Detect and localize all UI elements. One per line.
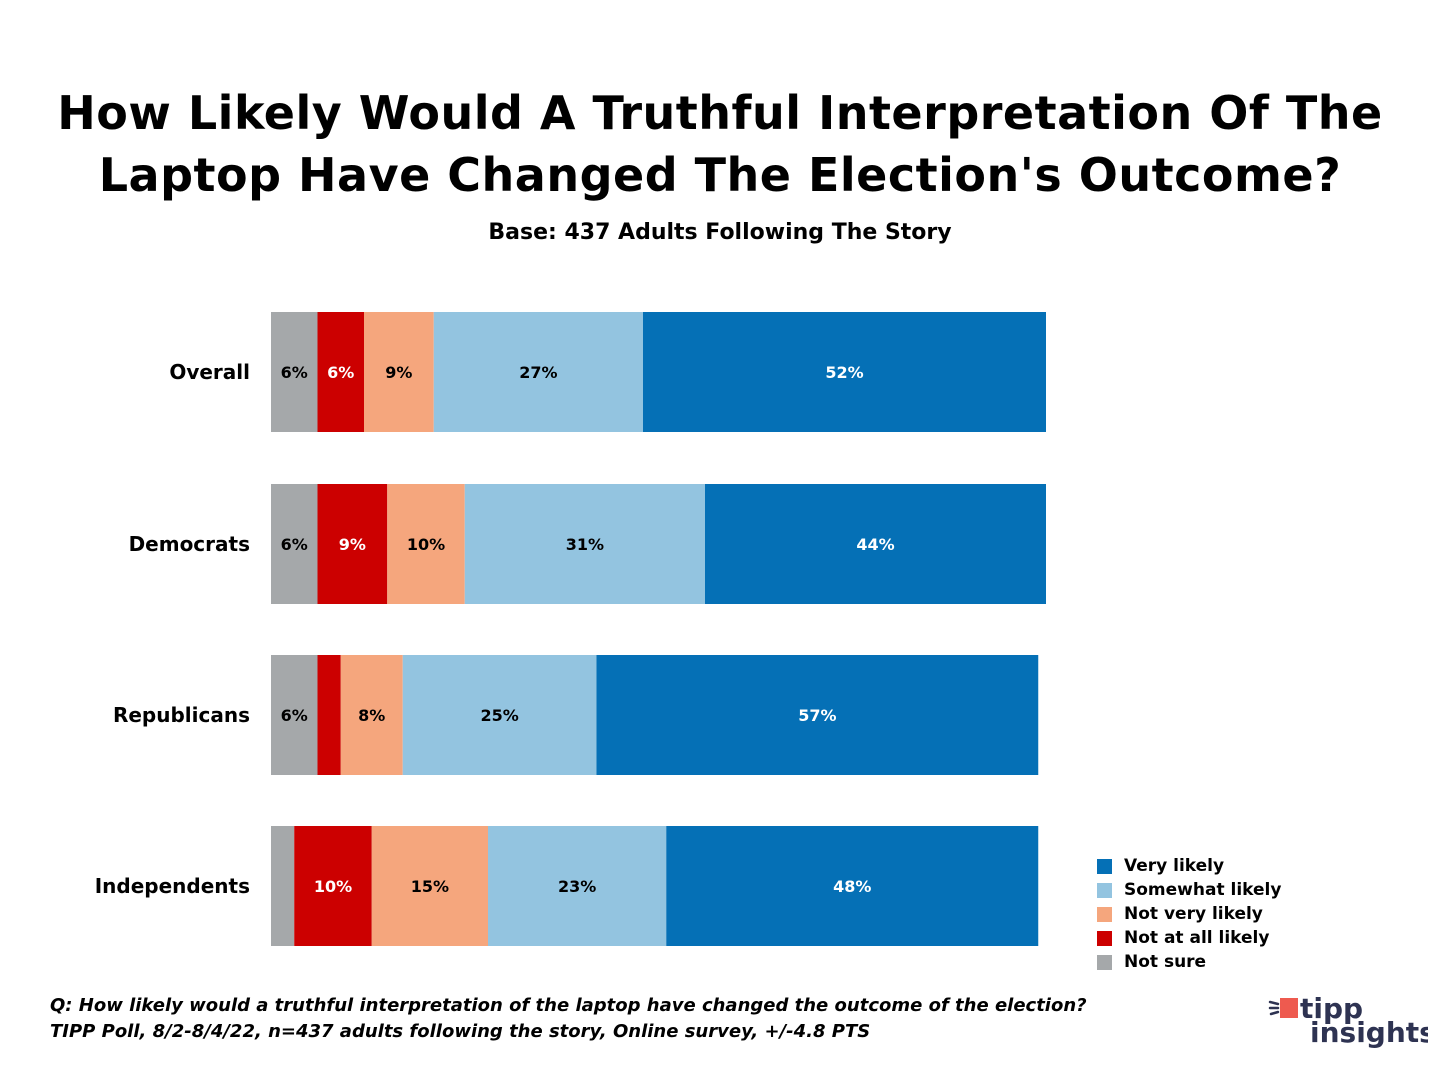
category-label: Overall (169, 360, 250, 384)
chart-title-line-2: Laptop Have Changed The Election's Outco… (98, 148, 1342, 202)
legend-item: Not sure (1097, 950, 1281, 974)
logo-mark (1280, 998, 1298, 1018)
legend-label: Very likely (1124, 856, 1225, 876)
legend-label: Not at all likely (1124, 928, 1270, 948)
data-label: 8% (358, 706, 385, 725)
chart-subtitle: Base: 437 Adults Following The Story (488, 220, 952, 245)
bar-segment (387, 484, 465, 604)
data-label: 10% (407, 535, 445, 554)
category-label: Republicans (113, 703, 250, 727)
data-label: 44% (856, 535, 894, 554)
data-label: 9% (385, 363, 412, 382)
source-text: TIPP Poll, 8/2-8/4/22, n=437 adults foll… (50, 1021, 871, 1042)
bar-segment (317, 655, 341, 775)
bar-segment (340, 655, 403, 775)
data-label: 10% (314, 877, 352, 896)
data-label: 9% (339, 535, 366, 554)
data-label: 31% (566, 535, 604, 554)
logo-text-2: insights (1310, 1016, 1428, 1049)
data-label: 6% (281, 535, 308, 554)
bar-segment (364, 312, 434, 432)
legend-swatch (1097, 954, 1112, 970)
data-label: 6% (327, 363, 354, 382)
data-label: 6% (281, 706, 308, 725)
data-label: 27% (519, 363, 557, 382)
chart-title-line-1: How Likely Would A Truthful Interpretati… (57, 86, 1383, 140)
category-label: Independents (95, 874, 250, 898)
bar-segment (596, 655, 1039, 775)
data-label: 23% (558, 877, 596, 896)
bar-segment (271, 312, 318, 432)
data-label: 15% (411, 877, 449, 896)
legend-swatch (1097, 858, 1112, 874)
bar-segment (488, 826, 667, 946)
bar-segment (317, 312, 364, 432)
legend-swatch (1097, 882, 1112, 898)
legend-item: Somewhat likely (1097, 878, 1281, 902)
data-label: 48% (833, 877, 871, 896)
bar-segment (464, 484, 705, 604)
bar-segment (271, 655, 318, 775)
logo-text-1: tipp (1300, 992, 1363, 1025)
data-label: 25% (480, 706, 518, 725)
data-label: 57% (798, 706, 836, 725)
legend-label: Not sure (1124, 952, 1207, 972)
bar-segment (402, 655, 597, 775)
legend-swatch (1097, 906, 1112, 922)
bar-segment (643, 312, 1046, 432)
data-label: 52% (825, 363, 863, 382)
legend-item: Not very likely (1097, 902, 1281, 926)
footnote: Q: How likely would a truthful interpret… (50, 993, 1087, 1045)
bar-segment (371, 826, 488, 946)
legend-swatch (1097, 930, 1112, 946)
category-label: Democrats (129, 532, 250, 556)
bar-segment (317, 484, 388, 604)
bar-segment (271, 484, 318, 604)
legend-item: Very likely (1097, 854, 1281, 878)
bar-segment (294, 826, 372, 946)
legend-label: Somewhat likely (1124, 880, 1282, 900)
bar-segment (271, 826, 295, 946)
tipp-insights-logo: tipp insights (1268, 992, 1428, 1049)
data-label: 6% (281, 363, 308, 382)
legend: Very likely Somewhat likely Not very likel… (1097, 854, 1281, 974)
legend-label: Not very likely (1124, 904, 1263, 924)
chart-title: How Likely Would A Truthful Interpretati… (0, 82, 1440, 206)
bar-segment (433, 312, 643, 432)
question-text: Q: How likely would a truthful interpret… (50, 995, 1087, 1016)
bar-segment (705, 484, 1046, 604)
bar-segment (666, 826, 1039, 946)
legend-item: Not at all likely (1097, 926, 1281, 950)
logo-burst-icon (1268, 1000, 1280, 1016)
